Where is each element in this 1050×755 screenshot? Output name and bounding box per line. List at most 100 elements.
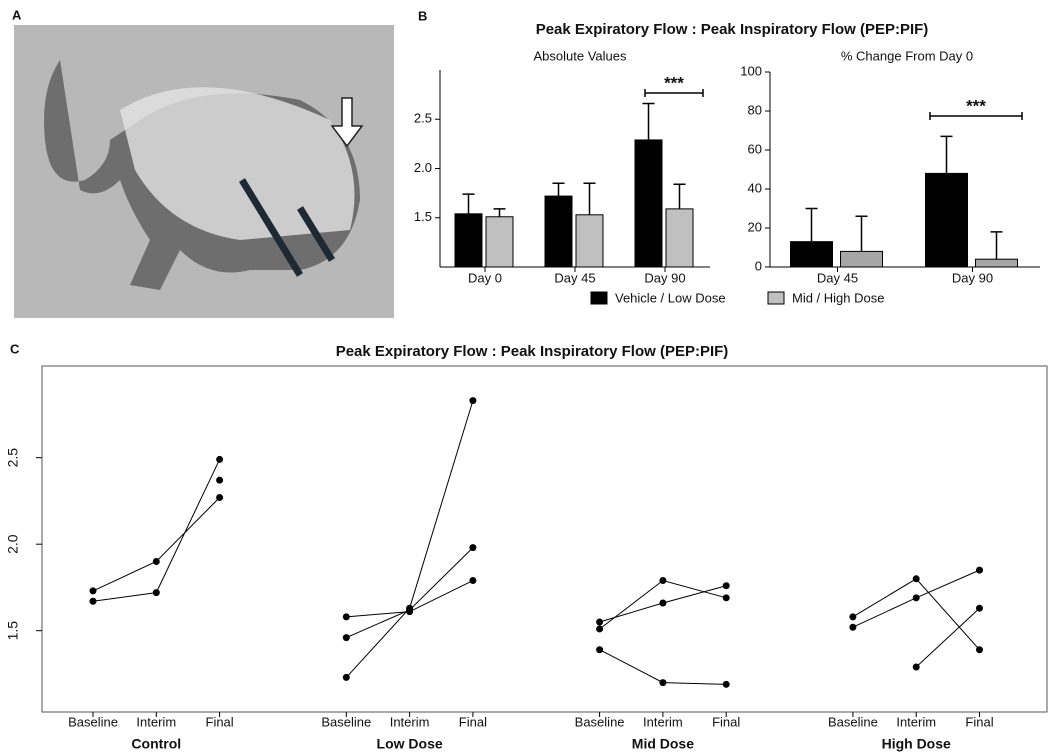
annotation: *** [664, 73, 684, 92]
y-tick-label: 2.5 [5, 448, 21, 468]
data-point [912, 594, 920, 602]
data-point [849, 613, 857, 621]
x-tick-label: Baseline [68, 714, 118, 729]
group-label: Mid Dose [632, 736, 694, 752]
legend-swatch [767, 291, 785, 305]
error-bar [940, 135, 953, 174]
error-bar [552, 182, 565, 197]
data-point [912, 575, 920, 583]
x-tick-label: Day 0 [468, 270, 502, 285]
data-point [976, 604, 983, 612]
x-tick-label: Final [712, 714, 740, 729]
subject-line [915, 607, 980, 668]
bar [485, 216, 514, 268]
error-bar [493, 208, 506, 217]
data-point [596, 618, 604, 626]
data-point [659, 577, 667, 585]
y-tick-label: 80 [748, 102, 762, 117]
data-point [342, 613, 350, 621]
error-bar [642, 102, 655, 140]
x-tick-label: Interim [643, 714, 683, 729]
error-bar [805, 207, 818, 242]
x-tick-label: Final [965, 714, 993, 729]
x-tick-label: Baseline [321, 714, 371, 729]
subject-line [92, 497, 220, 592]
arrow [297, 206, 335, 262]
data-point [469, 577, 477, 585]
data-point [342, 634, 350, 642]
data-point [659, 679, 667, 687]
error-bar [673, 183, 686, 209]
data-point [976, 566, 983, 574]
x-tick-label: Interim [390, 714, 430, 729]
data-point [216, 455, 224, 463]
group-label: High Dose [882, 736, 951, 752]
figure-title: Peak Expiratory Flow : Peak Inspiratory … [536, 21, 929, 38]
data-point [469, 544, 477, 552]
panel-label: C [10, 341, 20, 356]
data-point [596, 625, 604, 633]
x-tick-label: Final [459, 714, 487, 729]
arrow [239, 178, 303, 277]
subject-line [92, 459, 221, 602]
data-point [722, 582, 730, 590]
data-point [849, 623, 857, 631]
significance-bracket [929, 112, 1023, 120]
x-tick-label: Interim [136, 714, 176, 729]
annotation: *** [966, 96, 986, 115]
data-point [89, 587, 97, 595]
x-tick-label: Day 90 [644, 270, 685, 285]
chart-title: Peak Expiratory Flow : Peak Inspiratory … [336, 343, 729, 360]
subtitle: % Change From Day 0 [841, 48, 973, 63]
y-tick-label: 2.0 [414, 160, 432, 175]
data-point [976, 646, 983, 654]
data-point [152, 557, 160, 565]
data-point [659, 599, 667, 607]
error-bar [855, 215, 868, 252]
bar [544, 195, 573, 268]
y-tick-label: 1.5 [5, 621, 21, 641]
data-point [89, 597, 97, 605]
data-point [342, 673, 350, 681]
y-tick-label: 2.0 [5, 534, 21, 554]
y-tick-label: 1.5 [414, 209, 432, 224]
plot-frame [41, 365, 1048, 713]
bar [575, 214, 604, 268]
x-tick-label: Interim [896, 714, 936, 729]
subject-line [852, 578, 980, 651]
y-tick-label: 2.5 [414, 111, 432, 126]
legend-swatch [590, 291, 608, 305]
legend-label: Mid / High Dose [792, 290, 884, 305]
data-point [596, 646, 604, 654]
bar [925, 172, 968, 268]
bar [454, 213, 483, 268]
x-tick-label: Day 45 [554, 270, 595, 285]
x-tick-label: Day 45 [817, 270, 858, 285]
subtitle: Absolute Values [534, 48, 627, 63]
subject-line [346, 547, 474, 639]
data-point [216, 476, 224, 484]
data-point [216, 493, 224, 501]
bar [790, 241, 833, 268]
y-tick-label: 0 [755, 258, 762, 273]
group-label: Control [131, 736, 181, 752]
arrow [330, 97, 364, 148]
error-bar [990, 231, 1003, 260]
panel-label: A [12, 7, 22, 22]
data-point [912, 663, 920, 671]
data-point [469, 397, 477, 405]
y-tick-label: 20 [748, 219, 762, 234]
vest-shape [120, 87, 355, 240]
x-tick-label: Baseline [828, 714, 878, 729]
data-point [722, 680, 730, 688]
data-point [406, 604, 414, 612]
panel-label: B [418, 8, 427, 23]
data-point [722, 594, 730, 602]
y-tick-label: 40 [748, 180, 762, 195]
y-tick-label: 100 [740, 63, 762, 78]
photo [14, 25, 394, 318]
legend-label: Vehicle / Low Dose [615, 290, 726, 305]
subject-line [345, 400, 474, 678]
data-point [152, 589, 160, 597]
